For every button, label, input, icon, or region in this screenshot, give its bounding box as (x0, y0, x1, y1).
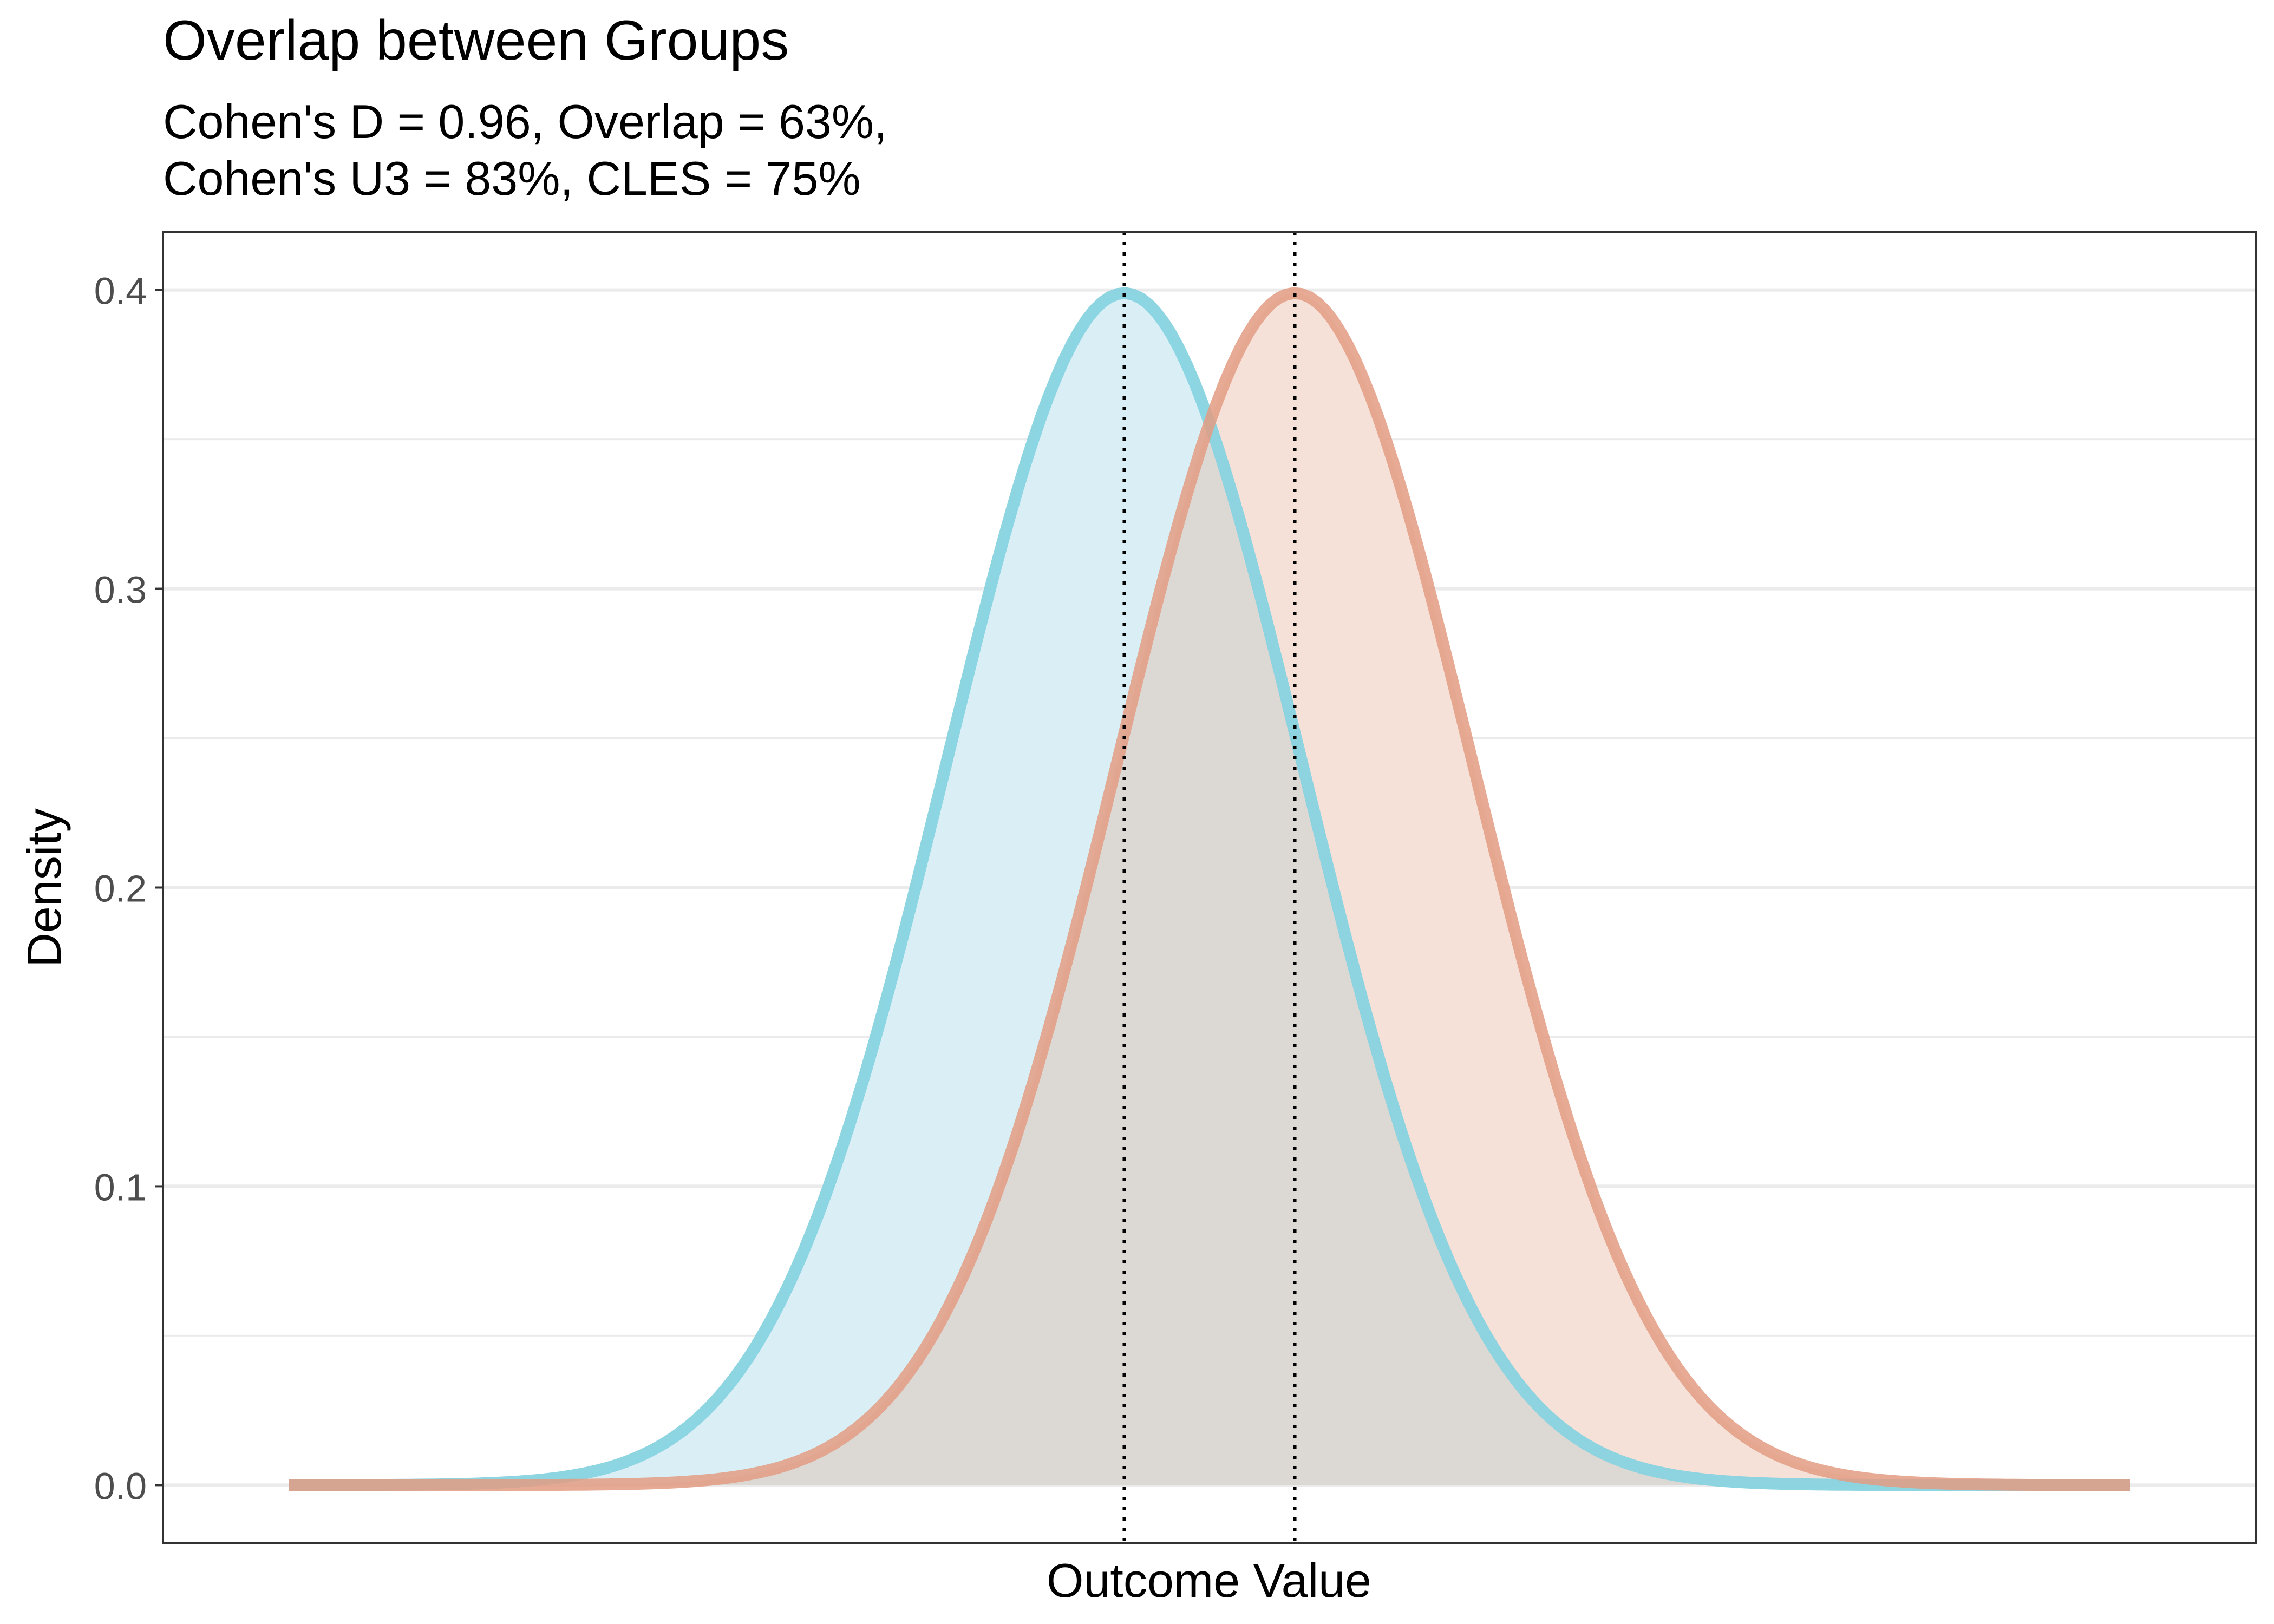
y-axis-label: Density (17, 808, 71, 967)
y-tick-label: 0.3 (94, 569, 147, 611)
y-tick-label: 0.1 (94, 1166, 147, 1208)
x-axis-label: Outcome Value (1047, 1554, 1371, 1607)
y-tick-label: 0.2 (94, 868, 147, 910)
y-tick-label: 0.0 (94, 1465, 147, 1507)
y-tick-label: 0.4 (94, 270, 147, 312)
plot-area: 0.0 0.1 0.2 0.3 0.4 (94, 231, 2257, 1544)
chart-title: Overlap between Groups (163, 9, 789, 72)
chart-subtitle-line-2: Cohen's U3 = 83%, CLES = 75% (163, 152, 861, 205)
chart-subtitle-line-1: Cohen's D = 0.96, Overlap = 63%, (163, 95, 887, 148)
group-2-density-line (289, 287, 2130, 1491)
overlap-region-fill (289, 423, 2130, 1485)
